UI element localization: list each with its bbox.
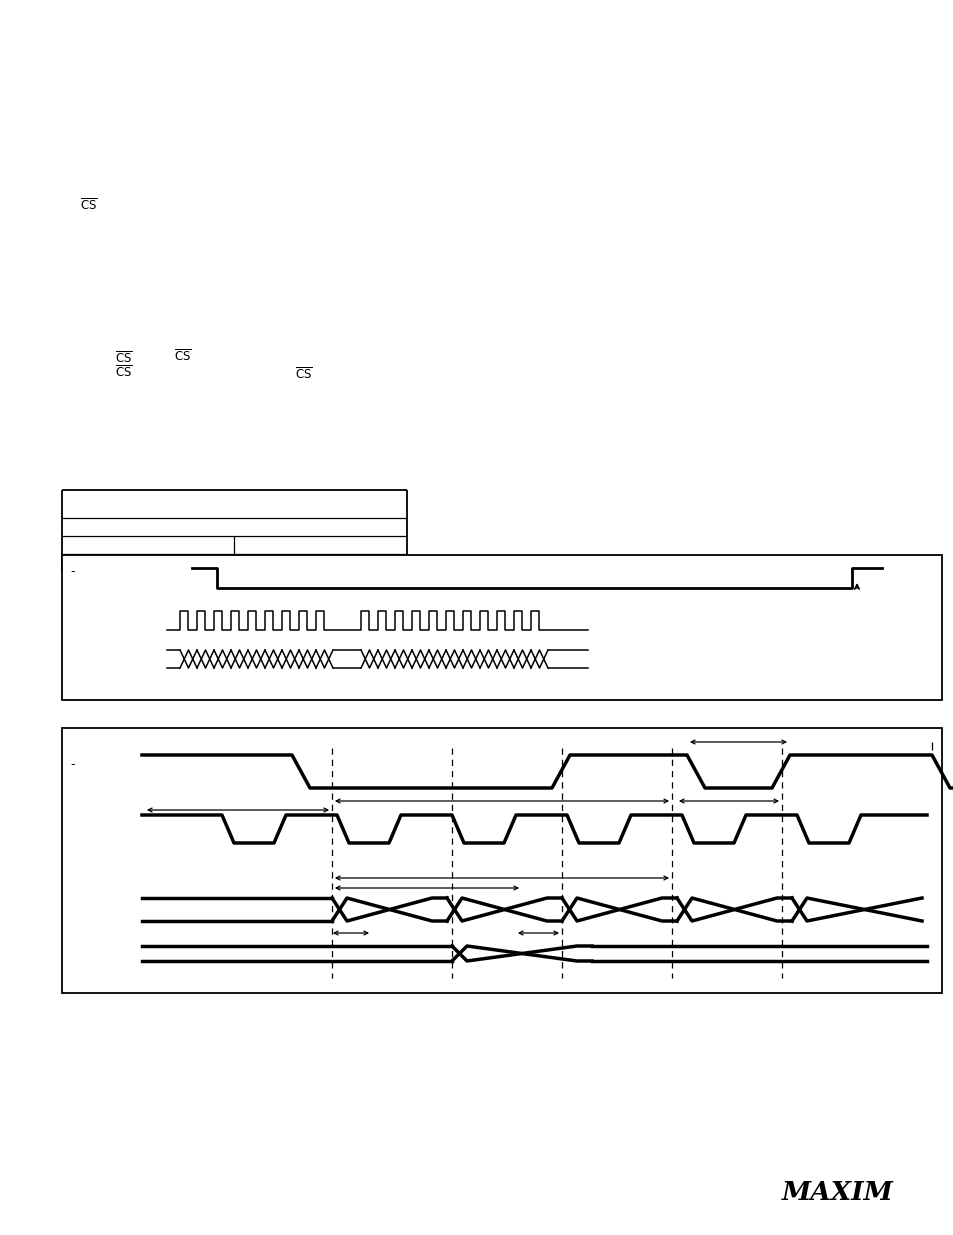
Text: $\overline{\mathrm{CS}}$: $\overline{\mathrm{CS}}$	[173, 348, 192, 364]
Text: -: -	[70, 758, 74, 772]
Text: $\overline{\mathrm{CS}}$: $\overline{\mathrm{CS}}$	[294, 367, 313, 382]
Text: $\overline{\mathrm{CS}}$: $\overline{\mathrm{CS}}$	[115, 364, 132, 380]
Bar	[62, 555, 941, 700]
Bar	[62, 727, 941, 993]
Text: $\overline{\mathrm{CS}}$: $\overline{\mathrm{CS}}$	[80, 198, 97, 212]
Text: -: -	[70, 566, 74, 578]
Text: MAXIM: MAXIM	[781, 1179, 893, 1204]
Text: $\overline{\mathrm{CS}}$: $\overline{\mathrm{CS}}$	[115, 351, 132, 366]
